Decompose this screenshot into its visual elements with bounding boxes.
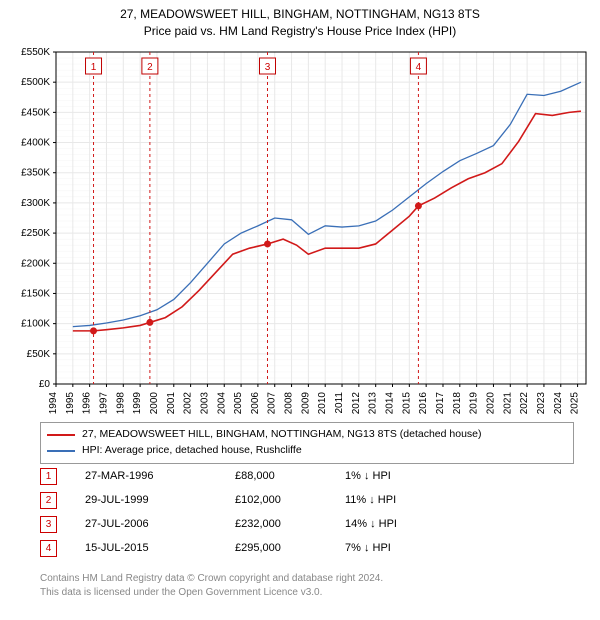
legend-label: HPI: Average price, detached house, Rush…	[82, 443, 302, 459]
svg-text:1998: 1998	[115, 392, 126, 414]
svg-text:2016: 2016	[418, 392, 429, 414]
svg-text:2013: 2013	[368, 392, 379, 414]
title-line2: Price paid vs. HM Land Registry's House …	[0, 23, 600, 40]
table-row: 1 27-MAR-1996 £88,000 1% ↓ HPI	[40, 464, 465, 488]
sale-pct: 11% ↓ HPI	[345, 494, 465, 506]
marker-box: 1	[40, 468, 57, 485]
svg-text:£150K: £150K	[21, 288, 50, 299]
svg-text:1997: 1997	[98, 392, 109, 414]
svg-text:2024: 2024	[553, 392, 564, 414]
svg-text:3: 3	[265, 62, 271, 73]
svg-text:2: 2	[147, 62, 153, 73]
sale-price: £102,000	[235, 494, 345, 506]
svg-text:2019: 2019	[469, 392, 480, 414]
sale-date: 29-JUL-1999	[85, 494, 235, 506]
svg-text:2018: 2018	[452, 392, 463, 414]
svg-text:2014: 2014	[385, 392, 396, 414]
svg-text:£500K: £500K	[21, 77, 50, 88]
svg-text:£0: £0	[39, 379, 51, 390]
svg-text:2010: 2010	[317, 392, 328, 414]
table-row: 2 29-JUL-1999 £102,000 11% ↓ HPI	[40, 488, 465, 512]
svg-text:£250K: £250K	[21, 228, 50, 239]
legend-label: 27, MEADOWSWEET HILL, BINGHAM, NOTTINGHA…	[82, 427, 482, 443]
svg-text:1: 1	[91, 62, 97, 73]
svg-text:2021: 2021	[502, 392, 513, 414]
chart-svg: £0 £50K £100K £150K £200K £250K £300K £350K £400…	[8, 44, 592, 414]
svg-text:2023: 2023	[536, 392, 547, 414]
sale-date: 27-MAR-1996	[85, 470, 235, 482]
svg-text:1994: 1994	[48, 392, 59, 414]
sale-price: £232,000	[235, 518, 345, 530]
legend-swatch	[47, 434, 75, 436]
svg-text:2009: 2009	[300, 392, 311, 414]
sale-date: 27-JUL-2006	[85, 518, 235, 530]
svg-text:2025: 2025	[570, 392, 581, 414]
svg-text:4: 4	[416, 62, 422, 73]
svg-text:£100K: £100K	[21, 319, 50, 330]
svg-text:2008: 2008	[284, 392, 295, 414]
svg-text:£450K: £450K	[21, 107, 50, 118]
svg-text:2022: 2022	[519, 392, 530, 414]
svg-text:2000: 2000	[149, 392, 160, 414]
legend-swatch	[47, 450, 75, 452]
svg-text:£300K: £300K	[21, 198, 50, 209]
svg-text:1996: 1996	[82, 392, 93, 414]
footer-line2: This data is licensed under the Open Gov…	[40, 586, 383, 600]
svg-text:£350K: £350K	[21, 168, 50, 179]
sale-pct: 7% ↓ HPI	[345, 542, 465, 554]
legend-item: HPI: Average price, detached house, Rush…	[47, 443, 567, 459]
marker-box: 3	[40, 516, 57, 533]
svg-text:2006: 2006	[250, 392, 261, 414]
legend-item: 27, MEADOWSWEET HILL, BINGHAM, NOTTINGHA…	[47, 427, 567, 443]
table-row: 4 15-JUL-2015 £295,000 7% ↓ HPI	[40, 536, 465, 560]
svg-text:2017: 2017	[435, 392, 446, 414]
svg-text:2012: 2012	[351, 392, 362, 414]
sale-pct: 1% ↓ HPI	[345, 470, 465, 482]
sale-price: £88,000	[235, 470, 345, 482]
sale-price: £295,000	[235, 542, 345, 554]
svg-text:2004: 2004	[216, 392, 227, 414]
svg-text:£50K: £50K	[27, 349, 51, 360]
svg-text:£550K: £550K	[21, 47, 50, 58]
svg-text:£200K: £200K	[21, 258, 50, 269]
marker-box: 4	[40, 540, 57, 557]
svg-text:2015: 2015	[401, 392, 412, 414]
title-block: 27, MEADOWSWEET HILL, BINGHAM, NOTTINGHA…	[0, 0, 600, 40]
svg-text:2001: 2001	[166, 392, 177, 414]
svg-text:2005: 2005	[233, 392, 244, 414]
svg-text:£400K: £400K	[21, 138, 50, 149]
chart-container: 27, MEADOWSWEET HILL, BINGHAM, NOTTINGHA…	[0, 0, 600, 620]
sale-date: 15-JUL-2015	[85, 542, 235, 554]
svg-text:1995: 1995	[65, 392, 76, 414]
sale-pct: 14% ↓ HPI	[345, 518, 465, 530]
svg-text:2007: 2007	[267, 392, 278, 414]
footer-line1: Contains HM Land Registry data © Crown c…	[40, 572, 383, 586]
sales-table: 1 27-MAR-1996 £88,000 1% ↓ HPI 2 29-JUL-…	[40, 464, 465, 560]
chart-area: £0 £50K £100K £150K £200K £250K £300K £350K £400…	[8, 44, 592, 414]
footer: Contains HM Land Registry data © Crown c…	[40, 572, 383, 599]
table-row: 3 27-JUL-2006 £232,000 14% ↓ HPI	[40, 512, 465, 536]
svg-text:2002: 2002	[183, 392, 194, 414]
marker-box: 2	[40, 492, 57, 509]
legend: 27, MEADOWSWEET HILL, BINGHAM, NOTTINGHA…	[40, 422, 574, 464]
title-line1: 27, MEADOWSWEET HILL, BINGHAM, NOTTINGHA…	[0, 6, 600, 23]
svg-text:1999: 1999	[132, 392, 143, 414]
svg-text:2020: 2020	[485, 392, 496, 414]
svg-text:2011: 2011	[334, 392, 345, 414]
svg-text:2003: 2003	[199, 392, 210, 414]
